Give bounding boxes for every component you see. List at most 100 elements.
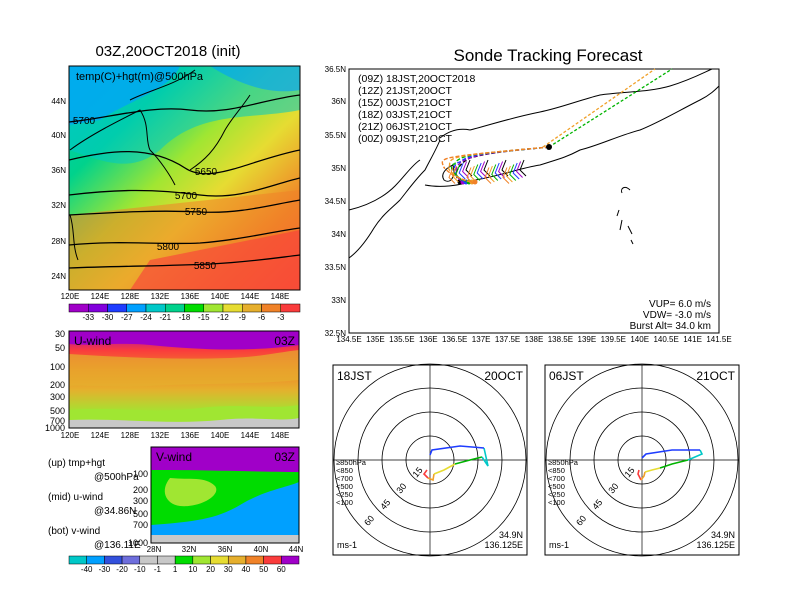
hodo-trace <box>659 459 689 469</box>
launch-point <box>546 144 552 150</box>
hodo-time: 18JST <box>337 369 372 383</box>
hodo-level-legend: <100 <box>548 498 565 507</box>
hodo-trace <box>687 449 704 461</box>
temp-colorbar-label: -21 <box>159 313 171 322</box>
map500-lat-tick: 44N <box>51 97 66 106</box>
hodo-ring-label: 15 <box>623 465 637 479</box>
height-contour-label: 5700 <box>73 116 96 127</box>
map500-lon-tick: 128E <box>121 292 140 301</box>
sonde-track-line <box>453 146 550 183</box>
track-lon-tick: 135.5E <box>389 335 414 344</box>
legend-note: @500hPa <box>94 472 139 483</box>
temp-colorbar-swatch <box>242 303 262 313</box>
temp-colorbar-label: -27 <box>121 313 133 322</box>
hodo-level-legend: <100 <box>336 498 353 507</box>
sonde-descent-segment <box>480 161 487 178</box>
wind-colorbar-swatch <box>86 555 105 565</box>
map500-lon-tick: 144E <box>241 292 260 301</box>
hodo-level-legend: <500 <box>336 482 353 491</box>
vwind-label: V-wind <box>156 450 192 464</box>
wind-colorbar-label: 40 <box>241 565 250 574</box>
wind-colorbar-swatch <box>121 555 141 565</box>
hodo-trace <box>481 447 489 467</box>
hodo-level-legend: ≥850hPa <box>548 458 579 467</box>
hodo-level-legend: <250 <box>548 490 565 499</box>
wind-colorbar-label: -30 <box>99 565 111 574</box>
temp-colorbar-swatch <box>261 303 281 313</box>
main-title: Sonde Tracking Forecast <box>454 46 643 65</box>
uwind-pressure-tick: 50 <box>55 343 65 353</box>
track-panel: (09Z) 18JST,20OCT2018(12Z) 21JST,20OCT(1… <box>325 65 732 344</box>
hodo-date: 21OCT <box>696 369 735 383</box>
track-legend-entry: (12Z) 21JST,20OCT <box>358 85 453 97</box>
wind-colorbar-label: 10 <box>188 565 197 574</box>
wind-colorbar-label: 60 <box>277 565 286 574</box>
wind-colorbar-swatch <box>227 555 247 565</box>
wind-colorbar: -40 -30 -20 -10 -1 1 10 20 30 40 50 60 <box>68 555 300 574</box>
wind-colorbar-swatch <box>263 555 282 565</box>
hodo-trace <box>454 456 483 465</box>
sonde-descent-segment <box>458 162 466 180</box>
hodo-trace <box>641 449 700 459</box>
temp-colorbar-swatch <box>184 303 204 313</box>
sonde-descent-segment <box>476 162 484 180</box>
hodo-level-legend: <700 <box>548 474 565 483</box>
hodo-trace <box>429 445 485 456</box>
hodo-level-legend: <250 <box>336 490 353 499</box>
track-param: VUP= 6.0 m/s <box>649 299 711 310</box>
uwind-pressure-tick: 1000 <box>45 423 65 433</box>
sonde-descent-segment <box>487 165 495 183</box>
track-legend-entry: (09Z) 18JST,20OCT2018 <box>358 73 475 85</box>
temp-colorbar-label: -3 <box>277 313 285 322</box>
map500-panel: temp(C)+hgt(m)@500hPa 5700 5650 5700 5750 58… <box>51 65 301 301</box>
hodo-trace <box>433 463 456 475</box>
temp-colorbar-swatch <box>222 303 243 313</box>
track-param: VDW= -3.0 m/s <box>643 310 711 321</box>
vwind-lat-tick: 44N <box>289 545 304 554</box>
height-contour-label: 5750 <box>185 207 208 218</box>
wind-colorbar-swatch <box>174 555 194 565</box>
wind-colorbar-swatch <box>139 555 158 565</box>
wind-colorbar-swatch <box>210 555 229 565</box>
sonde-descent-segment <box>465 159 473 177</box>
sonde-descent-segment <box>502 167 510 184</box>
hodo-unit: ms-1 <box>549 540 569 550</box>
track-lon-tick: 136.5E <box>442 335 467 344</box>
height-contour-label: 5850 <box>194 261 217 272</box>
sonde-descent-segment <box>473 164 481 181</box>
map500-lon-tick: 120E <box>61 292 80 301</box>
hodo-level-legend: <700 <box>336 474 353 483</box>
hodo-trace <box>644 467 661 473</box>
uwind-pressure-tick: 700 <box>50 416 65 426</box>
wind-colorbar-label: 20 <box>206 565 215 574</box>
uwind-pressure-tick: 300 <box>50 392 65 402</box>
uwind-lon-tick: 148E <box>271 431 290 440</box>
temp-colorbar-swatch <box>280 303 301 313</box>
temp-colorbar-swatch <box>145 303 166 313</box>
wind-colorbar-swatch <box>245 555 264 565</box>
vwind-pressure-tick: 500 <box>133 509 148 519</box>
map500-lon-tick: 148E <box>271 292 290 301</box>
hodo-loc-lon: 136.125E <box>484 540 523 550</box>
temp-colorbar-label: -15 <box>198 313 210 322</box>
vwind-lat-tick: 36N <box>218 545 233 554</box>
track-lon-tick: 140E <box>630 335 649 344</box>
uwind-time: 03Z <box>274 334 295 348</box>
track-lon-tick: 134.5E <box>336 335 361 344</box>
track-lon-tick: 137E <box>472 335 491 344</box>
hodo-loc-lat: 34.9N <box>499 530 523 540</box>
track-lon-tick: 141E <box>683 335 702 344</box>
legend-note: (bot) v-wind <box>48 526 100 537</box>
track-lon-tick: 140.5E <box>653 335 678 344</box>
hodo-time: 06JST <box>549 369 584 383</box>
uwind-lon-tick: 136E <box>181 431 200 440</box>
uwind-pressure-tick: 30 <box>55 329 65 339</box>
temp-colorbar-swatch <box>88 303 108 313</box>
sonde-descent-segment <box>501 159 509 177</box>
vwind-pressure-tick: 200 <box>133 485 148 495</box>
track-lon-tick: 135E <box>366 335 385 344</box>
sonde-descent-segment <box>509 164 517 181</box>
map500-lon-tick: 136E <box>181 292 200 301</box>
